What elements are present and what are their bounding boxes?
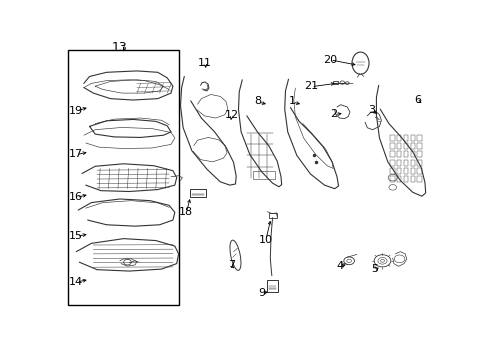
Bar	[389, 168, 394, 174]
Bar	[416, 151, 421, 157]
Text: 7: 7	[227, 260, 235, 270]
Bar	[396, 135, 401, 141]
Bar	[416, 159, 421, 166]
Bar	[410, 168, 414, 174]
Text: 8: 8	[254, 96, 261, 107]
Bar	[416, 168, 421, 174]
Text: 12: 12	[224, 110, 238, 120]
Bar	[268, 213, 277, 219]
Text: 4: 4	[335, 261, 343, 271]
Bar	[189, 189, 205, 197]
Bar	[410, 135, 414, 141]
Text: 18: 18	[179, 207, 193, 217]
Text: 15: 15	[69, 231, 83, 241]
Text: 19: 19	[69, 106, 83, 116]
Bar	[410, 176, 414, 183]
Bar	[389, 176, 394, 183]
Bar	[396, 143, 401, 149]
Bar	[403, 151, 407, 157]
Bar	[68, 50, 178, 305]
Bar	[403, 143, 407, 149]
Bar	[396, 176, 401, 183]
Bar	[332, 81, 337, 84]
Bar	[410, 151, 414, 157]
Text: 1: 1	[288, 96, 295, 107]
Bar	[396, 168, 401, 174]
Bar	[403, 176, 407, 183]
Text: 16: 16	[69, 192, 83, 202]
Bar	[389, 151, 394, 157]
Text: 6: 6	[413, 95, 420, 105]
Bar	[416, 135, 421, 141]
Text: 20: 20	[323, 55, 337, 65]
Text: 3: 3	[367, 105, 375, 115]
Text: 13: 13	[112, 41, 127, 54]
Bar	[403, 168, 407, 174]
Text: 17: 17	[69, 149, 83, 159]
Bar	[410, 159, 414, 166]
Bar	[416, 176, 421, 183]
Bar	[396, 159, 401, 166]
Bar	[403, 159, 407, 166]
Text: 14: 14	[69, 276, 83, 287]
Bar	[252, 171, 275, 179]
Bar	[266, 280, 277, 292]
Text: 21: 21	[304, 81, 318, 91]
Bar	[410, 143, 414, 149]
Text: 11: 11	[198, 58, 212, 68]
Text: 2: 2	[330, 109, 337, 119]
Bar	[403, 135, 407, 141]
Bar	[389, 159, 394, 166]
Bar	[389, 135, 394, 141]
Bar	[396, 151, 401, 157]
Text: 9: 9	[258, 288, 265, 298]
Text: 5: 5	[371, 264, 378, 274]
Text: 10: 10	[258, 235, 272, 245]
Bar	[389, 143, 394, 149]
Bar	[416, 143, 421, 149]
